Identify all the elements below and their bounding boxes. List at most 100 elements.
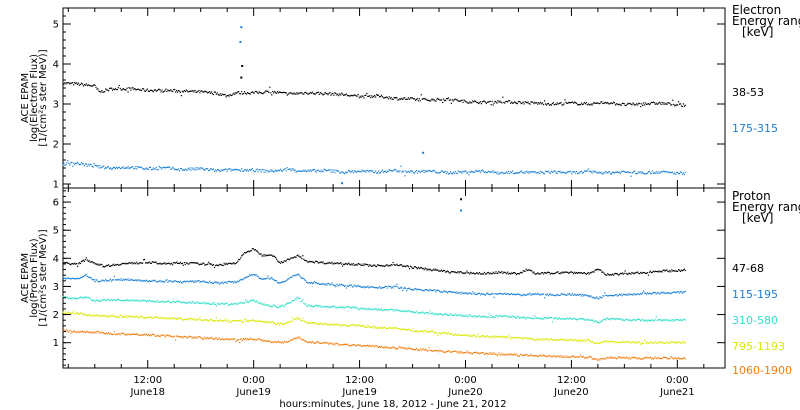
proton-point	[79, 262, 82, 265]
proton-point	[595, 320, 597, 322]
proton-point	[400, 347, 402, 349]
proton-point	[497, 272, 499, 274]
proton-point	[145, 279, 148, 281]
proton-point	[373, 264, 375, 266]
proton-point	[208, 261, 210, 263]
proton-point	[544, 317, 547, 319]
proton-point	[371, 326, 373, 328]
proton-point	[68, 331, 70, 333]
proton-point	[143, 258, 146, 261]
proton-point	[444, 291, 447, 293]
electron-point	[506, 171, 508, 173]
proton-point	[73, 310, 75, 312]
electron-point	[106, 167, 108, 169]
proton-point	[503, 337, 505, 339]
proton-point	[112, 263, 115, 265]
proton-point	[371, 286, 373, 288]
proton-point	[133, 300, 135, 302]
proton-point	[577, 294, 580, 296]
proton-point	[316, 305, 318, 307]
electron-point	[85, 83, 87, 85]
proton-point	[310, 321, 313, 324]
proton-point	[570, 294, 572, 296]
proton-point	[555, 338, 557, 341]
electron-point	[592, 170, 594, 172]
proton-point	[317, 306, 319, 308]
proton-point	[532, 355, 534, 357]
electron-point	[126, 167, 128, 169]
electron-point	[446, 98, 449, 100]
electron-point	[316, 169, 318, 172]
proton-point	[670, 319, 672, 321]
proton-point	[131, 299, 133, 301]
proton-point	[254, 339, 256, 341]
proton-point	[573, 272, 575, 275]
electron-point	[107, 89, 109, 91]
electron-point	[571, 173, 573, 175]
proton-point	[409, 330, 412, 332]
electron-point	[525, 170, 527, 172]
proton-point	[119, 314, 121, 316]
electron-point	[254, 90, 256, 93]
proton-point	[115, 299, 118, 301]
proton-point	[96, 279, 98, 281]
proton-point	[619, 356, 621, 358]
proton-point	[442, 351, 444, 353]
proton-point	[78, 297, 81, 299]
electron-point	[547, 170, 550, 172]
proton-point	[588, 319, 590, 321]
electron-point	[643, 102, 645, 104]
electron-point	[550, 170, 552, 173]
electron-point	[630, 175, 632, 177]
proton-point	[478, 271, 481, 274]
proton-point	[314, 304, 317, 307]
proton-point	[289, 302, 291, 304]
proton-point	[619, 318, 621, 320]
proton-point	[263, 278, 265, 280]
electron-point	[342, 172, 345, 174]
proton-point	[93, 261, 95, 264]
electron-point	[531, 101, 533, 103]
proton-point	[608, 357, 610, 359]
proton-point	[326, 305, 328, 308]
proton-point	[599, 296, 601, 298]
proton-point	[609, 294, 611, 297]
electron-point	[510, 101, 513, 103]
proton-point	[86, 314, 88, 317]
electron-point	[205, 90, 207, 93]
electron-point	[228, 168, 230, 170]
proton-point	[594, 342, 596, 344]
proton-point	[515, 273, 518, 276]
proton-point	[214, 265, 217, 267]
electron-point	[81, 163, 84, 165]
proton-point	[486, 316, 488, 319]
proton-point	[124, 334, 126, 336]
electron-point	[596, 102, 598, 104]
electron-legend-item-175-315: 175-315	[732, 122, 778, 135]
proton-point	[117, 316, 119, 318]
electron-point	[387, 170, 389, 173]
proton-point	[481, 351, 484, 354]
proton-point	[420, 350, 422, 352]
proton-point	[150, 300, 152, 302]
proton-point	[182, 264, 184, 266]
proton-point	[622, 341, 624, 343]
proton-point	[459, 314, 461, 316]
electron-outlier-point	[240, 76, 243, 79]
proton-point	[579, 317, 582, 319]
proton-point	[319, 306, 321, 308]
proton-point	[474, 315, 476, 317]
electron-point	[270, 92, 272, 94]
proton-point	[294, 318, 296, 320]
electron-point	[272, 90, 274, 93]
electron-point	[234, 93, 236, 95]
electron-point	[613, 172, 616, 174]
proton-point	[177, 336, 180, 338]
proton-point	[544, 338, 547, 340]
proton-point	[95, 315, 97, 317]
proton-point	[557, 318, 559, 320]
proton-point	[75, 331, 78, 333]
proton-point	[250, 338, 252, 341]
electron-point	[328, 92, 330, 94]
proton-point	[452, 350, 454, 353]
